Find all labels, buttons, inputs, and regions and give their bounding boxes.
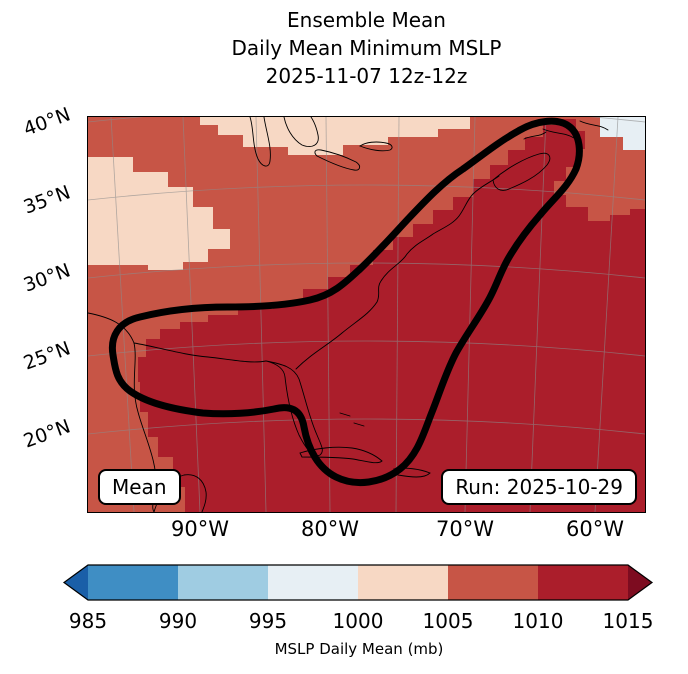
xtick-70w: 70°W	[436, 517, 494, 541]
colorbar-over-arrow	[628, 565, 652, 600]
lake-huron	[283, 117, 319, 147]
plot-title: Ensemble Mean Daily Mean Minimum MSLP 20…	[88, 6, 645, 90]
cbtick-990: 990	[158, 609, 198, 633]
coast-nova-scotia	[492, 152, 551, 191]
cbtick-1015: 1015	[602, 609, 654, 633]
coast-bahamas	[339, 412, 365, 427]
meridian-80w	[325, 117, 331, 512]
band-1000-1005-top	[200, 117, 470, 155]
title-line-1: Ensemble Mean	[287, 8, 446, 32]
ytick-30n: 30°N	[20, 259, 74, 297]
lake-erie	[314, 149, 361, 171]
meridian-75w	[395, 117, 400, 512]
colorbar-seg-990-995	[178, 565, 268, 600]
coast-st-lawrence	[523, 120, 609, 140]
xtick-80w: 80°W	[301, 517, 359, 541]
meridian-70w	[464, 117, 476, 512]
parallel-20n	[88, 418, 645, 435]
lake-michigan	[249, 117, 271, 167]
coast-florida	[265, 360, 323, 457]
cbtick-995: 995	[248, 609, 288, 633]
meridian-90w	[182, 117, 201, 512]
map-canvas	[88, 117, 645, 512]
colorbar-label: MSLP Daily Mean (mb)	[274, 640, 444, 658]
ytick-35n: 35°N	[20, 181, 74, 219]
cbtick-1000: 1000	[332, 609, 384, 633]
run-label-box: Run: 2025-10-29	[441, 469, 637, 505]
xtick-90w: 90°W	[171, 517, 229, 541]
parallel-35n	[88, 184, 645, 201]
meridian-85w	[255, 117, 267, 512]
colorbar-seg-995-1000	[268, 565, 358, 600]
graticule	[88, 117, 645, 512]
ytick-20n: 20°N	[20, 415, 74, 453]
mean-label-box: Mean	[98, 469, 181, 505]
coast-gulf-north	[133, 342, 267, 363]
colorbar-under-arrow	[64, 565, 88, 600]
colorbar-seg-985-990	[88, 565, 178, 600]
coast-cuba	[299, 446, 383, 464]
highlight-contour	[108, 117, 583, 486]
meridian-60w	[594, 117, 619, 512]
meridian-95w	[110, 117, 135, 512]
cbtick-985: 985	[68, 609, 108, 633]
band-1000-1005-left	[88, 157, 230, 270]
title-line-2: Daily Mean Minimum MSLP	[231, 36, 502, 60]
parallel-25n	[88, 340, 645, 357]
colorbar-seg-1005-1010	[448, 565, 538, 600]
meridian-65w	[529, 117, 547, 512]
band-995-1000-corner	[600, 117, 645, 150]
ytick-25n: 25°N	[20, 337, 74, 375]
cbtick-1005: 1005	[422, 609, 474, 633]
colorbar-outline	[62, 564, 654, 601]
lake-ontario	[359, 141, 393, 152]
coast-east-us	[295, 175, 500, 370]
map-axes	[87, 116, 646, 513]
cbtick-1010: 1010	[512, 609, 564, 633]
colorbar-seg-1000-1005	[358, 565, 448, 600]
xtick-60w: 60°W	[566, 517, 624, 541]
coastlines	[88, 117, 609, 512]
title-line-3: 2025-11-07 12z-12z	[265, 64, 468, 88]
colorbar-canvas	[62, 564, 654, 601]
colorbar-seg-1010-1015	[538, 565, 628, 600]
ytick-40n: 40°N	[20, 103, 74, 141]
